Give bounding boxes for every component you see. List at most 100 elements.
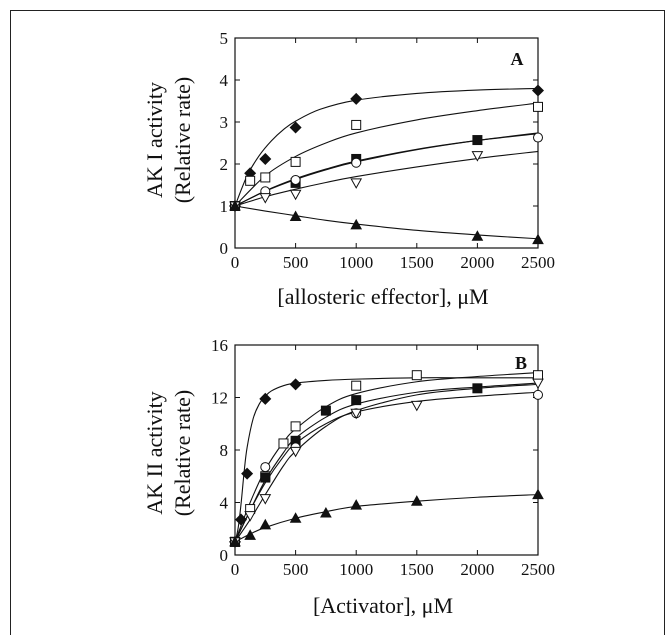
panel-b-ytick-label: 12 [211, 389, 228, 408]
panel-b-point-open-triangle-down [350, 408, 363, 420]
panel-a-point-open-square [245, 175, 256, 186]
panel-b-xtick-label: 1000 [339, 560, 373, 579]
panel-a-point-open-square [351, 119, 362, 130]
panel-b-point-filled-triangle-up [350, 499, 363, 510]
panel-a-fit-curve-filled-triangle-up [234, 205, 539, 240]
panel-a-point-filled-triangle-up [532, 233, 544, 245]
panel-a-ytick-label: 2 [220, 155, 229, 174]
panel-a-point-filled-triangle-up [289, 210, 302, 221]
panel-b-point-filled-triangle-up [289, 512, 302, 523]
panel-b-point-filled-triangle-up [229, 535, 241, 547]
panel-b-plot-area: 0 500 1000 1500 2000 2500 0 4 8 12 16 [211, 336, 555, 579]
panel-a-point-filled-triangle-up [350, 218, 363, 230]
panel-b-xtick-label: 500 [283, 560, 309, 579]
panel-b-point-filled-diamond [259, 392, 272, 405]
panel-a-ytick-label: 3 [220, 113, 229, 132]
panel-a-xtick-label: 1500 [400, 253, 434, 272]
panel-b-point-open-triangle-down [532, 378, 544, 390]
panel-b-xtick-label: 2000 [460, 560, 494, 579]
panel-a-xtick-label: 1000 [339, 253, 373, 272]
figure-frame [10, 10, 665, 635]
panel-a-point-open-circle [351, 157, 362, 168]
panel-b-point-open-triangle-down [244, 511, 256, 522]
panel-b-xtick-label: 0 [231, 560, 240, 579]
panel-b-point-open-square [290, 421, 301, 432]
panel-b-point-open-triangle-down [410, 400, 423, 412]
panel-b-point-filled-triangle-up [259, 518, 272, 530]
panel-a-point-filled-triangle-up [229, 199, 241, 211]
panel-b-ylabel-line2: (Relative rate) [170, 390, 195, 516]
panel-a: AK I activity (Relative rate) [allosteri… [142, 29, 555, 309]
panel-a-point-open-circle [290, 174, 301, 185]
panel-a-xtick-label: 2500 [521, 253, 555, 272]
panel-a-letter: A [511, 49, 524, 69]
panel-a-point-open-square [533, 101, 543, 112]
panel-b-point-open-triangle-down [259, 494, 272, 505]
panel-b-point-filled-diamond [289, 378, 302, 391]
panel-a-ytick-label: 0 [220, 239, 229, 258]
panel-b-ytick-label: 4 [220, 494, 229, 513]
panel-a-point-open-triangle-down [259, 193, 272, 204]
panel-b-point-filled-square [320, 405, 331, 416]
panel-a-point-filled-square [472, 135, 483, 146]
panel-b-fit-curve-filled-triangle-up [234, 494, 539, 543]
panel-b-point-open-square [533, 370, 543, 381]
panel-a-axes-box [234, 37, 539, 249]
panel-b-point-open-square [351, 380, 362, 391]
panel-a-fit-curve-open-circle [234, 132, 539, 207]
panel-a-point-filled-diamond [350, 92, 363, 105]
panel-b-point-filled-triangle-up [410, 495, 423, 506]
panel-b-point-open-circle [533, 389, 543, 400]
panel-b-axes-box [234, 344, 539, 556]
panel-a-point-open-triangle-down [289, 189, 302, 201]
panel-b-point-filled-square [472, 383, 483, 394]
panel-a-plot-area: 0 500 1000 1500 2000 2500 0 1 2 3 4 5 [220, 29, 556, 272]
panel-a-point-open-square [290, 156, 301, 167]
panel-a-ylabel-line2: (Relative rate) [170, 77, 195, 203]
panel-b: AK II activity (Relative rate) [Activato… [142, 336, 555, 618]
panel-b-fit-curve-filled-diamond [234, 377, 538, 543]
panel-b-ylabel-line1: AK II activity [142, 391, 167, 514]
panel-a-point-open-circle [533, 132, 543, 143]
panel-b-fit-curve-open-circle [234, 391, 539, 543]
panel-b-point-filled-diamond [235, 513, 248, 526]
panel-b-point-filled-square [351, 395, 362, 406]
panel-b-point-open-square [411, 370, 422, 381]
panel-a-fit-curve-filled-diamond [234, 87, 539, 207]
panel-b-letter: B [515, 353, 527, 373]
panel-a-fit-curve-filled-square [234, 133, 539, 207]
panel-b-point-open-triangle-down [289, 446, 302, 458]
panel-b-fit-curve-open-square [234, 372, 539, 543]
panel-a-xtick-label: 2000 [460, 253, 494, 272]
panel-b-xtick-label: 1500 [400, 560, 434, 579]
panel-a-point-filled-diamond [259, 152, 272, 165]
panel-b-ytick-label: 8 [220, 441, 229, 460]
panel-b-ytick-label: 16 [211, 336, 228, 355]
panel-a-point-filled-diamond [289, 121, 302, 134]
panel-a-xtick-label: 0 [231, 253, 240, 272]
panel-b-fit-curve-open-triangle-down [234, 383, 539, 543]
panel-b-point-filled-triangle-up [532, 488, 544, 500]
panel-b-fit-curve-filled-square [234, 382, 539, 543]
panel-b-point-open-circle [260, 462, 271, 473]
panel-a-ylabel-line1: AK I activity [142, 82, 167, 198]
panel-a-point-open-square [260, 172, 271, 183]
panel-b-point-filled-triangle-up [244, 529, 256, 540]
panel-a-point-open-triangle-down [471, 151, 484, 162]
panel-a-xtick-label: 500 [283, 253, 309, 272]
panel-a-ytick-label: 1 [220, 197, 229, 216]
panel-a-point-filled-diamond [531, 84, 545, 97]
panel-a-point-filled-triangle-up [471, 230, 484, 241]
panel-b-ytick-label: 0 [220, 546, 229, 565]
panel-b-point-open-square [278, 438, 289, 449]
panel-b-point-filled-diamond [241, 467, 254, 480]
panel-a-fit-curve-open-triangle-down [234, 150, 539, 207]
panel-a-xlabel: [allosteric effector], μM [277, 284, 488, 309]
panel-b-point-filled-square [260, 472, 271, 483]
panel-a-ytick-label: 5 [220, 29, 229, 48]
panel-b-point-filled-triangle-up [320, 506, 332, 518]
panel-b-xlabel: [Activator], μM [313, 593, 453, 618]
panel-b-xtick-label: 2500 [521, 560, 555, 579]
panel-a-ytick-label: 4 [220, 71, 229, 90]
